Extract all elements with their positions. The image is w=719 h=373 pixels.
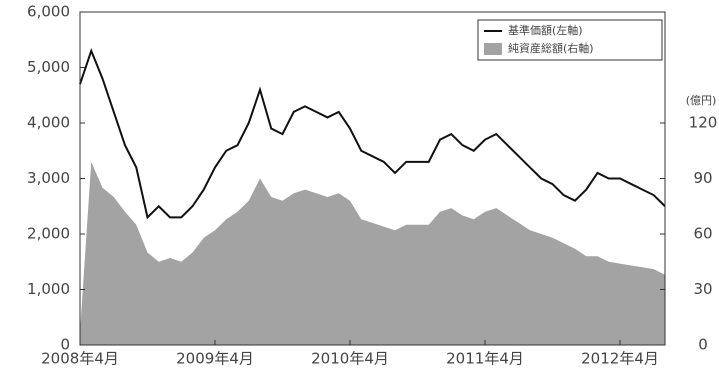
legend-label: 純資産総額(右軸)	[508, 41, 594, 55]
y2-axis-label: (億円)	[686, 94, 717, 107]
x-tick-label: 2009年4月	[176, 350, 254, 368]
legend-swatch	[484, 43, 502, 55]
y2-tick-label: 90	[693, 169, 712, 187]
y2-tick-label: 120	[689, 114, 718, 132]
y2-tick-label: 60	[693, 225, 712, 243]
legend-label: 基準価額(左軸)	[508, 23, 583, 37]
y-tick-label: 6,000	[27, 3, 70, 21]
y-tick-label: 3,000	[27, 169, 70, 187]
legend-box	[477, 19, 663, 61]
x-tick-label: 2008年4月	[41, 350, 119, 368]
y2-tick-label: 30	[693, 280, 712, 298]
x-tick-label: 2011年4月	[446, 350, 524, 368]
y-tick-label: 5,000	[27, 58, 70, 76]
net-assets-area	[80, 161, 665, 345]
y-tick-label: 2,000	[27, 225, 70, 243]
nav-line	[79, 47, 666, 220]
y-tick-label: 1,000	[27, 280, 70, 298]
y-tick-label: 4,000	[27, 114, 70, 132]
x-tick-label: 2010年4月	[311, 350, 389, 368]
y-tick-label: 0	[60, 336, 70, 354]
x-tick-label: 2012年4月	[581, 350, 659, 368]
y2-tick-label: 0	[698, 336, 708, 354]
